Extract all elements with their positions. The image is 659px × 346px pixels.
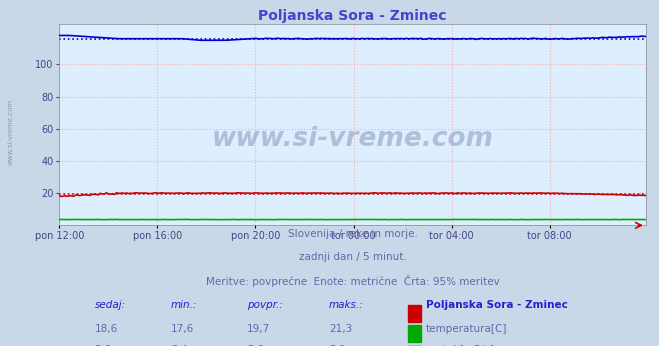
Text: temperatura[C]: temperatura[C] (426, 324, 507, 334)
Text: Meritve: povprečne  Enote: metrične  Črta: 95% meritev: Meritve: povprečne Enote: metrične Črta:… (206, 275, 500, 287)
Text: pretok[m3/s]: pretok[m3/s] (426, 345, 494, 346)
Text: 3,6: 3,6 (247, 345, 264, 346)
Text: min.:: min.: (171, 300, 197, 310)
Text: 18,6: 18,6 (94, 324, 118, 334)
FancyBboxPatch shape (409, 305, 421, 322)
Text: 21,3: 21,3 (329, 324, 353, 334)
Text: 3,4: 3,4 (171, 345, 187, 346)
Title: Poljanska Sora - Zminec: Poljanska Sora - Zminec (258, 9, 447, 23)
Text: sedaj:: sedaj: (94, 300, 126, 310)
Text: 3,6: 3,6 (94, 345, 111, 346)
Text: maks.:: maks.: (329, 300, 364, 310)
Text: zadnji dan / 5 minut.: zadnji dan / 5 minut. (299, 252, 407, 262)
Text: Poljanska Sora - Zminec: Poljanska Sora - Zminec (426, 300, 568, 310)
Text: www.si-vreme.com: www.si-vreme.com (212, 126, 494, 152)
FancyBboxPatch shape (409, 326, 421, 343)
Text: povpr.:: povpr.: (247, 300, 283, 310)
Text: 19,7: 19,7 (247, 324, 270, 334)
Text: Slovenija / reke in morje.: Slovenija / reke in morje. (287, 229, 418, 239)
Text: 3,9: 3,9 (329, 345, 346, 346)
Text: 17,6: 17,6 (171, 324, 194, 334)
Text: www.si-vreme.com: www.si-vreme.com (8, 98, 14, 165)
